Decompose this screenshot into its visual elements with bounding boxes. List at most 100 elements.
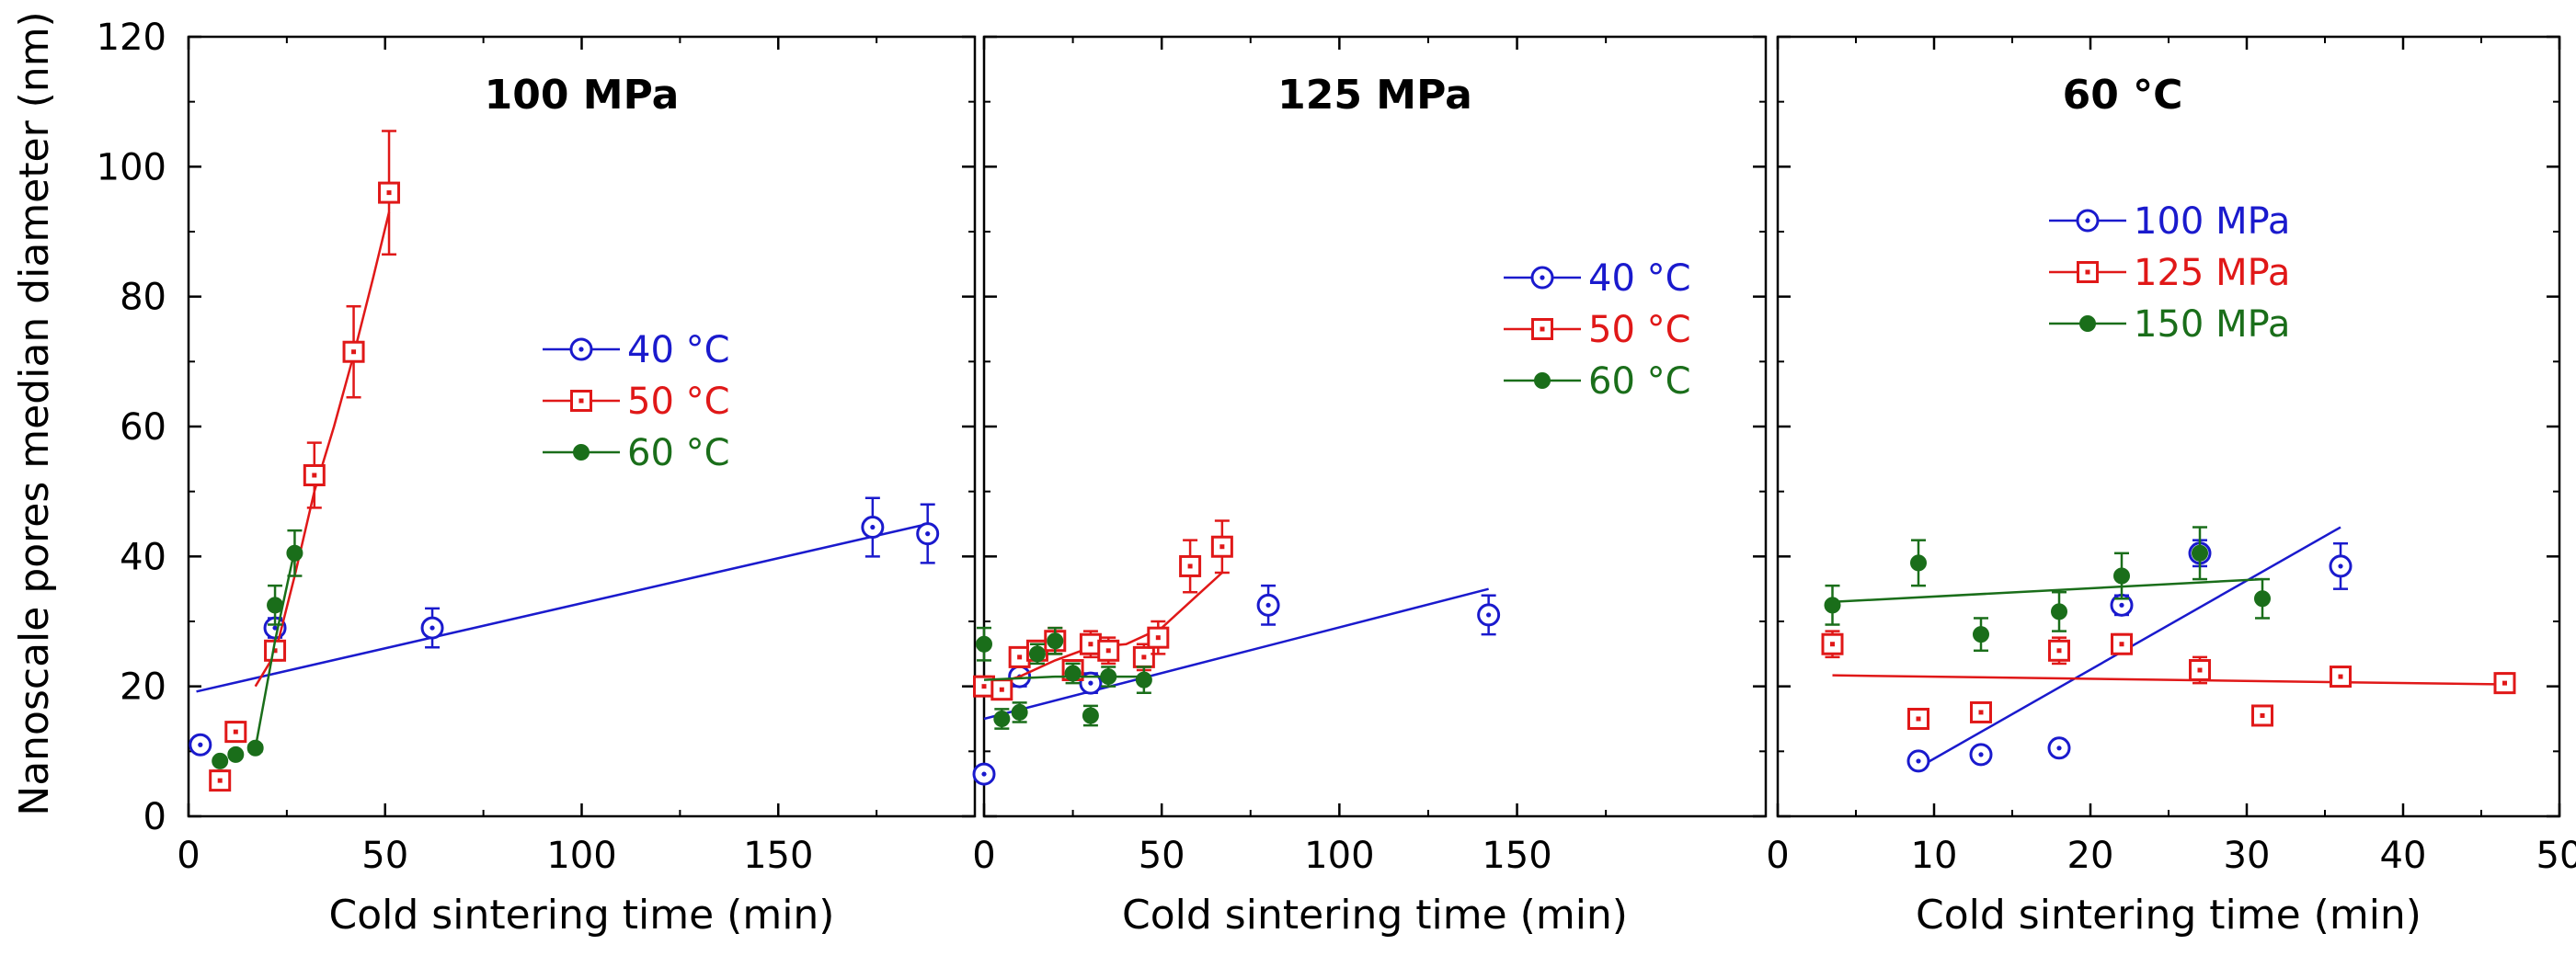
fit-line — [196, 522, 928, 693]
x-axis-label: Cold sintering time (min) — [1916, 892, 2421, 939]
x-tick-label: 50 — [2536, 835, 2576, 877]
legend-entry-1: 100 MPa — [2049, 200, 2290, 243]
x-tick-label: 30 — [2224, 835, 2271, 877]
data-point-center-2 — [1088, 680, 1093, 686]
data-point-4 — [2113, 567, 2130, 585]
data-point-center-6 — [1088, 642, 1093, 647]
data-point-center-4 — [351, 349, 357, 355]
data-point-center-7 — [2338, 674, 2343, 679]
data-point-center-8 — [1141, 654, 1147, 660]
data-point-center-1 — [999, 687, 1004, 692]
data-point-0 — [212, 752, 229, 769]
data-point-center-0 — [1916, 758, 1921, 764]
data-point-center-5 — [2197, 667, 2203, 673]
x-tick-label: 100 — [1304, 835, 1374, 877]
y-tick-label: 80 — [120, 277, 166, 319]
legend-label: 40 °C — [1588, 257, 1691, 300]
legend-label: 60 °C — [1588, 360, 1691, 403]
data-point-center-0 — [981, 684, 987, 689]
panel-2: 0 50 100 150 Cold sintering time (min) 125 MP… — [972, 35, 1768, 939]
panel-title: 100 MPa — [485, 72, 680, 119]
data-point-center-1 — [233, 729, 238, 734]
data-point-center-3 — [1265, 602, 1271, 608]
data-point-center-8 — [2502, 680, 2507, 686]
x-axis-label: Cold sintering time (min) — [1122, 892, 1628, 939]
data-point-center-legend — [578, 347, 584, 352]
data-point-center-4 — [1486, 612, 1492, 618]
data-point-center-4 — [925, 531, 931, 537]
y-tick-label: 60 — [120, 406, 166, 449]
y-tick-label: 100 — [97, 146, 166, 188]
data-point-center-legend — [2085, 218, 2090, 223]
legend-entry-3: 60 °C — [543, 432, 730, 474]
fit-line — [983, 587, 1489, 721]
x-axis-label: Cold sintering time (min) — [329, 892, 835, 939]
data-point-center-0 — [217, 778, 223, 783]
data-point-0 — [976, 635, 992, 653]
data-point-center-3 — [312, 472, 317, 478]
data-point-0 — [1824, 597, 1841, 614]
plot-frame — [982, 35, 1768, 818]
x-tick-label: 20 — [2067, 835, 2114, 877]
data-point-center-11 — [1219, 544, 1225, 550]
data-point-center-3 — [870, 524, 876, 530]
data-point-3 — [2051, 603, 2067, 620]
series-3 — [212, 529, 303, 769]
data-point-center-2 — [1017, 654, 1023, 660]
data-point-5 — [2192, 544, 2208, 562]
legend-entry-1: 40 °C — [1504, 257, 1691, 300]
legend: 40 °C 50 °C 60 °C — [543, 329, 730, 474]
legend-entry-2: 50 °C — [1504, 309, 1691, 351]
panel-title: 60 °C — [2063, 72, 2183, 119]
data-point-center-1 — [1978, 752, 1984, 757]
series-3 — [976, 626, 1152, 730]
legend-label: 60 °C — [627, 432, 730, 474]
data-point-legend — [1534, 372, 1551, 389]
data-point-center-1 — [1916, 716, 1921, 722]
series-2 — [1821, 630, 2516, 730]
fit-line — [254, 550, 296, 749]
panel-title: 125 MPa — [1277, 72, 1472, 119]
y-tick-label: 120 — [97, 17, 166, 59]
data-point-center-7 — [1105, 648, 1111, 654]
series-1 — [972, 584, 1501, 786]
data-point-center-6 — [2260, 712, 2265, 718]
y-axis-label: Nanoscale pores median diameter (nm) — [11, 11, 58, 815]
data-point-center-2 — [2056, 745, 2062, 751]
data-point-center-5 — [2338, 563, 2343, 569]
data-point-center-2 — [429, 625, 435, 631]
x-tick-label: 150 — [1482, 835, 1551, 877]
legend-label: 125 MPa — [2134, 252, 2290, 294]
data-point-center-legend — [578, 398, 584, 404]
legend-label: 150 MPa — [2134, 303, 2290, 346]
legend-entry-1: 40 °C — [543, 329, 730, 371]
data-point-6 — [1082, 707, 1099, 724]
panel-1: 0 20 40 60 80 100 120 0 50 100 150 Cold sintering t… — [97, 17, 977, 939]
legend-entry-3: 60 °C — [1504, 360, 1691, 403]
legend-label: 40 °C — [627, 329, 730, 371]
data-point-center-0 — [1830, 642, 1835, 647]
data-point-7 — [1100, 668, 1117, 686]
y-tick-label: 0 — [143, 796, 166, 838]
legend: 100 MPa 125 MPa 150 MPa — [2049, 200, 2290, 346]
fit-line — [1832, 577, 2263, 604]
data-point-center-legend — [2085, 269, 2090, 275]
data-point-1 — [1910, 554, 1927, 572]
x-tick-label: 50 — [361, 835, 408, 877]
x-tick-label: 10 — [1911, 835, 1958, 877]
data-point-6 — [2254, 590, 2271, 608]
data-point-center-3 — [2056, 648, 2062, 654]
data-point-8 — [1135, 671, 1152, 689]
data-point-4 — [286, 544, 303, 562]
y-tick-label: 20 — [120, 666, 166, 709]
x-tick-label: 40 — [2380, 835, 2427, 877]
legend-entry-2: 125 MPa — [2049, 252, 2290, 294]
data-point-4 — [1047, 632, 1064, 650]
data-point-3 — [1028, 645, 1046, 663]
plot-frame — [187, 35, 977, 818]
data-point-legend — [2079, 315, 2096, 332]
x-tick-label: 50 — [1139, 835, 1185, 877]
legend-label: 100 MPa — [2134, 200, 2290, 243]
data-point-center-2 — [272, 648, 278, 654]
